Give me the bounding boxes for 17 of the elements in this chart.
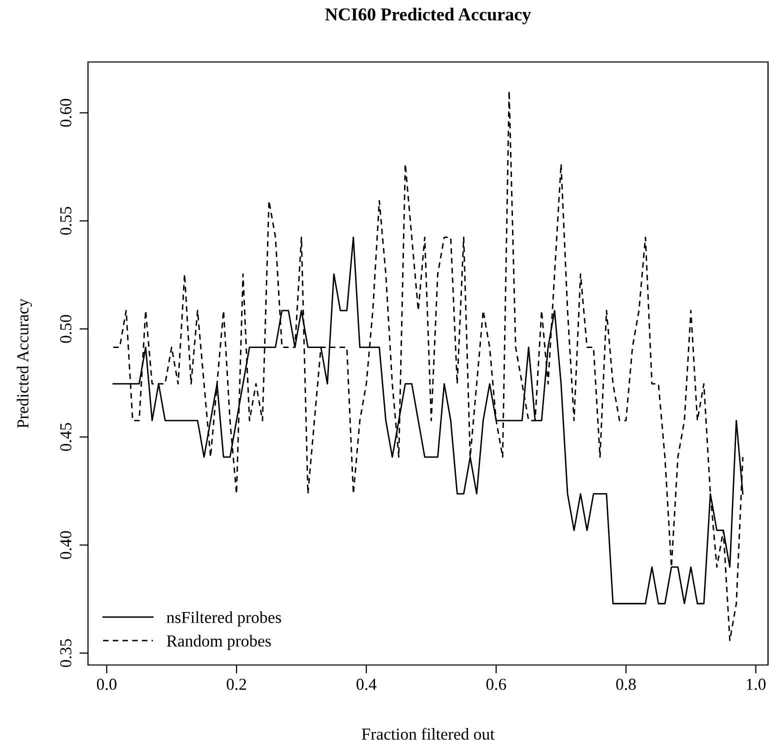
chart-title: NCI60 Predicted Accuracy (325, 8, 531, 24)
y-tick-label: 0.35 (60, 639, 72, 668)
x-tick-label: 0.0 (96, 678, 116, 690)
y-tick-label: 0.50 (60, 314, 72, 343)
y-axis-title: Predicted Accuracy (16, 298, 32, 428)
y-tick-label: 0.45 (60, 423, 72, 451)
x-tick-label: 1.0 (746, 678, 766, 690)
y-tick-label: 0.60 (60, 98, 72, 127)
x-tick-label: 0.6 (486, 678, 506, 690)
x-axis-title: Fraction filtered out (362, 728, 495, 740)
x-tick-label: 0.2 (226, 678, 246, 690)
y-tick-label: 0.40 (60, 531, 72, 559)
x-tick-label: 0.4 (356, 678, 376, 690)
x-tick-label: 0.8 (616, 678, 636, 690)
y-tick-label: 0.55 (60, 206, 72, 235)
legend-label: nsFiltered probes (166, 611, 281, 626)
legend-label: Random probes (166, 634, 271, 650)
